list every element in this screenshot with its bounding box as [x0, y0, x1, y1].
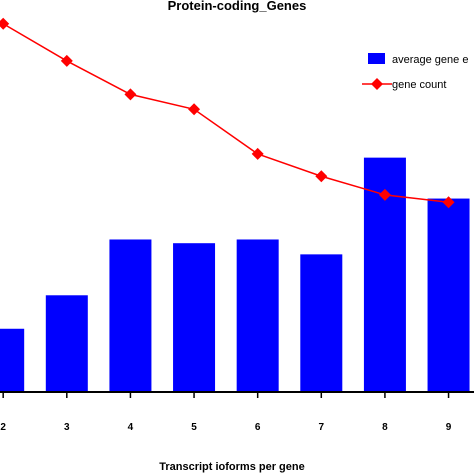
line-layer [0, 17, 455, 209]
x-tick-label-4: 4 [128, 422, 134, 433]
chart-title: Protein-coding_Genes [168, 0, 307, 13]
bar-7 [300, 254, 343, 392]
gene-count-marker-3 [60, 54, 73, 67]
gene-count-marker-9 [442, 196, 455, 209]
x-tick-label-6: 6 [255, 422, 261, 433]
gene-count-marker-6 [251, 147, 264, 160]
x-tick-label-9: 9 [446, 422, 452, 433]
x-tick-label-8: 8 [382, 422, 388, 433]
legend-label-line: gene count [392, 79, 446, 91]
gene-count-marker-5 [188, 103, 201, 116]
x-tick-label-3: 3 [64, 422, 70, 433]
bar-3 [45, 295, 88, 392]
gene-count-marker-8 [378, 188, 391, 201]
x-tick-label-2: 2 [0, 422, 6, 433]
x-tick-label-7: 7 [319, 422, 325, 433]
x-tick-label-5: 5 [191, 422, 197, 433]
bars-layer [0, 157, 470, 392]
gene-count-marker-2 [0, 17, 10, 30]
bar-6 [236, 239, 279, 392]
bar-5 [173, 243, 216, 392]
legend-swatch-bars [368, 53, 385, 64]
x-axis-label: Transcript ioforms per gene [159, 461, 304, 473]
bar-9 [427, 198, 470, 392]
x-ticks-layer: 2 3 4 5 6 7 8 9 [0, 392, 452, 433]
gene-count-marker-7 [315, 170, 328, 183]
bar-4 [109, 239, 152, 392]
legend-label-bars: average gene e [392, 54, 468, 66]
gene-count-line [2, 23, 449, 204]
legend-swatch-line-marker [371, 78, 383, 90]
legend: average gene e gene count [362, 53, 468, 91]
gene-count-marker-4 [124, 88, 137, 101]
bar-2 [0, 328, 25, 392]
